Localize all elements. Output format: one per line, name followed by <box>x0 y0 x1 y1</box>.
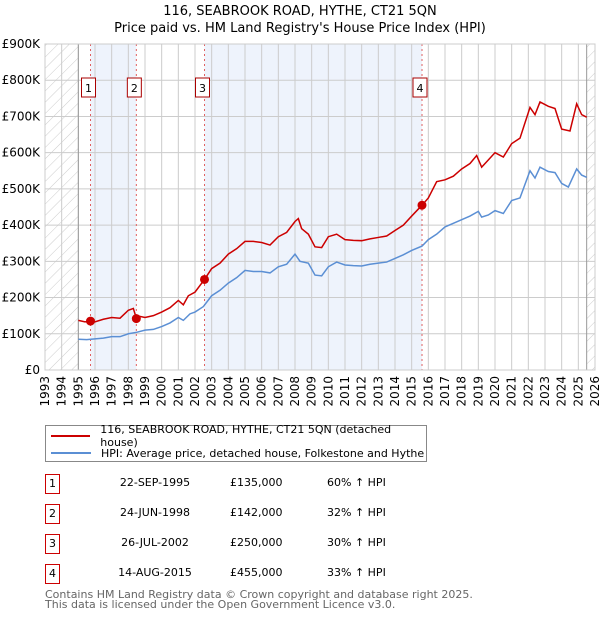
x-tick-label: 2014 <box>388 376 402 407</box>
sale-point <box>200 274 209 284</box>
sale-label: 2 <box>131 82 138 95</box>
x-tick-label: 2011 <box>338 376 352 407</box>
sale-price: £455,000 <box>230 566 283 579</box>
chart-svg: 1993 1994 1995 1996 1997 1998 1999 2000 2001 2002… <box>2 37 600 407</box>
x-tick-label: 2018 <box>455 376 469 407</box>
x-tick-label: 2004 <box>221 376 235 407</box>
sale-point <box>131 314 141 324</box>
sale-date: 14-AUG-2015 <box>118 566 192 579</box>
legend: 116, SEABROOK ROAD, HYTHE, CT21 5QN (det… <box>45 423 427 462</box>
sale-label-box <box>195 77 210 98</box>
legend-label: 116, SEABROOK ROAD, HYTHE, CT21 5QN (det… <box>100 423 392 449</box>
y-tick-label: £300K <box>2 254 42 268</box>
x-tick-label: 2010 <box>321 376 335 407</box>
sale-label: 1 <box>85 82 92 95</box>
sale-price: £142,000 <box>230 506 283 519</box>
sale-row: 2 24-JUN-1998 £142,000 32% ↑ HPI <box>45 504 445 524</box>
sale-price: £250,000 <box>230 536 283 549</box>
sale-point <box>86 316 95 326</box>
x-tick-label: 1994 <box>55 376 69 407</box>
sale-hpi-diff: 60% ↑ HPI <box>327 476 386 489</box>
sale-number: 2 <box>45 504 60 524</box>
x-tick-label: 2012 <box>355 376 369 407</box>
x-tick-label: 2006 <box>255 376 269 407</box>
x-tick-label: 2002 <box>188 376 202 407</box>
property-price-line <box>78 100 588 323</box>
y-tick-label: £800K <box>2 73 42 87</box>
sale-date: 24-JUN-1998 <box>119 506 191 519</box>
y-tick-label: £400K <box>2 218 42 232</box>
chart-title: 116, SEABROOK ROAD, HYTHE, CT21 5QN <box>163 4 437 19</box>
footer-copyright: Contains HM Land Registry data © Crown c… <box>45 588 473 601</box>
footer-licence: This data is licensed under the Open Gov… <box>45 598 396 611</box>
x-tick-label: 2019 <box>471 376 485 407</box>
x-tick-label: 2020 <box>488 376 502 407</box>
no-data-hatch <box>586 44 595 370</box>
chart-subtitle: Price paid vs. HM Land Registry's House … <box>114 21 486 36</box>
y-tick-label: £200K <box>2 291 42 305</box>
sale-label-box <box>126 77 142 98</box>
ownership-band <box>204 44 422 370</box>
x-tick-label: 2009 <box>305 376 319 407</box>
sale-label: 4 <box>417 82 424 95</box>
legend-item-hpi: HPI: Average price, detached house, Folk… <box>46 445 424 461</box>
sale-date: 26-JUL-2002 <box>121 536 189 549</box>
legend-swatch-red <box>51 435 91 437</box>
sale-number: 3 <box>45 534 60 554</box>
x-tick-label: 2015 <box>405 376 419 407</box>
x-tick-label: 2013 <box>371 376 385 407</box>
y-tick-label: £0 <box>25 363 40 377</box>
x-tick-label: 2025 <box>571 376 585 407</box>
x-tick-label: 2024 <box>555 376 569 407</box>
x-tick-label: 2023 <box>538 376 552 407</box>
x-tick-label: 2000 <box>155 376 169 407</box>
y-tick-label: £700K <box>2 109 42 123</box>
x-tick-label: 1996 <box>88 376 102 407</box>
plot-border <box>44 43 596 371</box>
x-tick-label: 2001 <box>171 376 185 407</box>
x-tick-label: 2016 <box>421 376 435 407</box>
sale-hpi-diff: 32% ↑ HPI <box>327 506 386 519</box>
x-tick-label: 1997 <box>105 376 119 407</box>
legend-item-property: 116, SEABROOK ROAD, HYTHE, CT21 5QN (det… <box>46 423 426 449</box>
x-tick-label: 1998 <box>121 376 135 407</box>
x-tick-label: 1995 <box>71 376 85 407</box>
sale-label-box <box>81 77 96 98</box>
sale-number: 4 <box>45 564 60 584</box>
legend-swatch-blue <box>51 452 91 454</box>
sale-hpi-diff: 30% ↑ HPI <box>327 536 386 549</box>
y-tick-label: £100K <box>2 327 42 341</box>
sale-row: 4 14-AUG-2015 £455,000 33% ↑ HPI <box>45 564 445 584</box>
x-tick-label: 2005 <box>238 376 252 407</box>
sale-date: 22-SEP-1995 <box>119 476 191 489</box>
x-tick-label: 2003 <box>205 376 219 407</box>
legend-label: HPI: Average price, detached house, Folk… <box>101 446 425 460</box>
x-tick-label: 2008 <box>288 376 302 407</box>
x-tick-label: 2007 <box>271 376 285 407</box>
sale-row: 1 22-SEP-1995 £135,000 60% ↑ HPI <box>45 474 445 494</box>
hpi-line <box>78 166 587 341</box>
y-tick-label: £900K <box>2 37 42 51</box>
sale-price: £135,000 <box>230 476 283 489</box>
sale-number: 1 <box>45 474 60 494</box>
sale-label-box <box>412 77 428 98</box>
x-tick-label: 1993 <box>38 376 52 407</box>
sale-label: 3 <box>199 82 206 95</box>
y-tick-label: £600K <box>2 146 42 160</box>
sale-point <box>417 200 427 210</box>
x-tick-label: 2017 <box>438 376 452 407</box>
sale-hpi-diff: 33% ↑ HPI <box>327 566 386 579</box>
x-tick-label: 2026 <box>588 376 600 407</box>
x-tick-label: 1999 <box>138 376 152 407</box>
x-tick-label: 2021 <box>505 376 519 407</box>
x-tick-label: 2022 <box>521 376 535 407</box>
sale-row: 3 26-JUL-2002 £250,000 30% ↑ HPI <box>45 534 445 554</box>
y-tick-label: £500K <box>2 182 42 196</box>
